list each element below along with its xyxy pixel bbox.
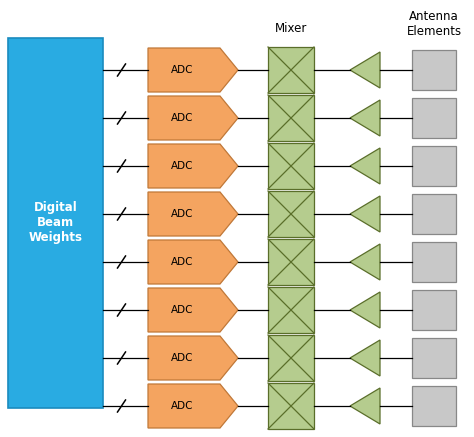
Text: ADC: ADC bbox=[171, 161, 194, 171]
Bar bbox=[412, 50, 456, 90]
Polygon shape bbox=[350, 52, 380, 88]
Bar bbox=[268, 143, 314, 189]
Bar bbox=[268, 47, 314, 93]
Polygon shape bbox=[148, 96, 238, 140]
Bar bbox=[412, 146, 456, 186]
Polygon shape bbox=[350, 196, 380, 232]
Bar bbox=[268, 383, 314, 429]
Text: ADC: ADC bbox=[171, 65, 194, 75]
Text: Digital
Beam
Weights: Digital Beam Weights bbox=[28, 201, 82, 244]
Text: ADC: ADC bbox=[171, 209, 194, 219]
Polygon shape bbox=[148, 192, 238, 236]
Polygon shape bbox=[148, 336, 238, 380]
Polygon shape bbox=[350, 340, 380, 376]
Bar bbox=[268, 191, 314, 237]
Bar bbox=[412, 194, 456, 234]
Bar bbox=[412, 338, 456, 378]
Text: Mixer: Mixer bbox=[275, 21, 307, 35]
Text: ADC: ADC bbox=[171, 401, 194, 411]
Polygon shape bbox=[148, 288, 238, 332]
Bar bbox=[412, 290, 456, 330]
Text: ADC: ADC bbox=[171, 257, 194, 267]
Polygon shape bbox=[148, 240, 238, 284]
Bar bbox=[412, 386, 456, 426]
Text: Antenna
Elements: Antenna Elements bbox=[406, 10, 462, 38]
Polygon shape bbox=[148, 384, 238, 428]
Polygon shape bbox=[350, 244, 380, 280]
Polygon shape bbox=[350, 292, 380, 328]
Bar bbox=[8, 38, 103, 408]
Bar bbox=[268, 287, 314, 333]
Bar bbox=[268, 239, 314, 285]
Text: ADC: ADC bbox=[171, 113, 194, 123]
Bar bbox=[268, 335, 314, 381]
Polygon shape bbox=[350, 148, 380, 184]
Bar bbox=[412, 98, 456, 138]
Bar bbox=[268, 95, 314, 141]
Polygon shape bbox=[148, 144, 238, 188]
Text: ADC: ADC bbox=[171, 353, 194, 363]
Text: ADC: ADC bbox=[171, 305, 194, 315]
Bar bbox=[412, 242, 456, 282]
Polygon shape bbox=[148, 48, 238, 92]
Polygon shape bbox=[350, 100, 380, 136]
Polygon shape bbox=[350, 388, 380, 424]
